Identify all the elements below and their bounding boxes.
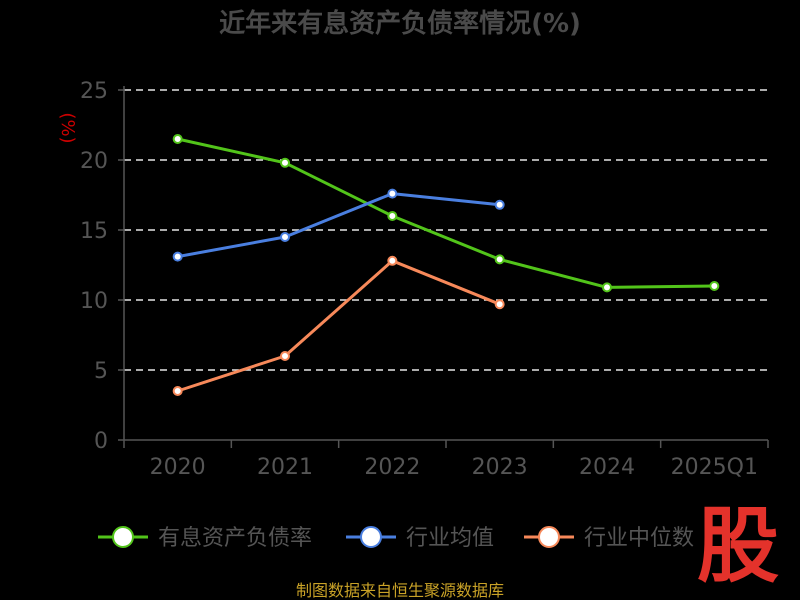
legend-swatch-marker — [360, 526, 382, 548]
axes: 0 5 10 15 20 25 2020 2021 2022 2023 2024 2025Q1 — [80, 79, 769, 480]
x-tick-label: 2024 — [579, 455, 635, 480]
data-point[interactable] — [280, 157, 290, 168]
data-point[interactable] — [494, 299, 505, 310]
stock-badge-logo: 股 — [697, 499, 779, 594]
data-point[interactable] — [172, 134, 183, 144]
series-1 — [172, 188, 505, 262]
data-point[interactable] — [280, 351, 290, 361]
data-point[interactable] — [494, 199, 505, 210]
data-point[interactable] — [172, 251, 183, 262]
legend-item-1[interactable]: 行业均值 — [346, 526, 494, 551]
series-0 — [172, 134, 720, 293]
y-tick-label: 15 — [80, 219, 108, 244]
x-tick-label: 2023 — [472, 455, 528, 480]
y-tick-label: 0 — [94, 429, 108, 454]
x-tick-label: 2020 — [150, 455, 206, 480]
legend-label: 行业均值 — [406, 526, 494, 551]
data-point[interactable] — [387, 188, 398, 199]
data-point[interactable] — [494, 254, 505, 265]
series-lines — [172, 134, 720, 396]
series-line-0 — [177, 137, 715, 289]
legend-item-0[interactable]: 有息资产负债率 — [98, 526, 312, 551]
legend[interactable]: 有息资产负债率 行业均值 行业中位数 — [98, 526, 694, 551]
series-line-2 — [177, 259, 501, 393]
y-tick-label: 25 — [80, 79, 108, 104]
legend-swatch-marker — [112, 526, 134, 548]
x-tick-label: 2021 — [257, 455, 313, 480]
y-tick-label: 10 — [80, 289, 108, 314]
data-point[interactable] — [602, 282, 612, 293]
gridlines — [124, 89, 768, 371]
data-point[interactable] — [387, 255, 398, 266]
x-tick-label: 2025Q1 — [671, 455, 758, 480]
data-source-note: 制图数据来自恒生聚源数据库 — [296, 581, 504, 600]
legend-item-2[interactable]: 行业中位数 — [524, 526, 694, 551]
y-axis-unit: (%) — [57, 112, 78, 143]
legend-swatch-marker — [538, 526, 560, 548]
legend-label: 行业中位数 — [584, 526, 694, 551]
series-line-1 — [177, 192, 500, 259]
data-point[interactable] — [172, 386, 183, 396]
chart-title: 近年来有息资产负债率情况(%) — [219, 8, 581, 39]
y-tick-label: 5 — [94, 359, 108, 384]
data-point[interactable] — [709, 281, 720, 291]
data-point[interactable] — [280, 232, 290, 242]
x-tick-label: 2022 — [364, 455, 420, 480]
series-2 — [172, 255, 505, 396]
legend-label: 有息资产负债率 — [158, 526, 312, 551]
data-point[interactable] — [387, 211, 398, 221]
y-tick-label: 20 — [80, 149, 108, 174]
